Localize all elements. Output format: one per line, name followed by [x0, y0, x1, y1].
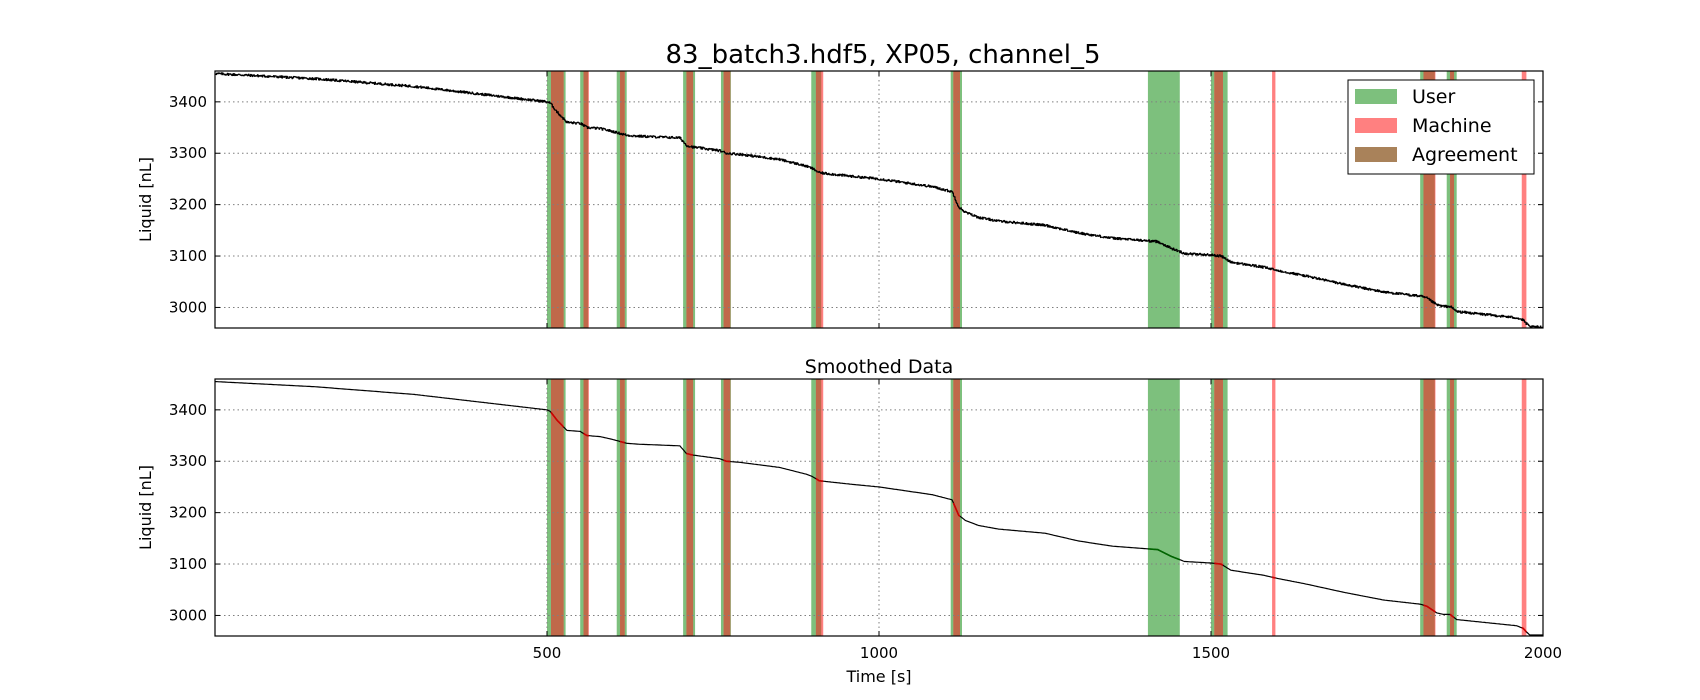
agreement-region	[723, 71, 731, 328]
machine-segment	[619, 440, 625, 444]
agreement-region	[815, 379, 822, 636]
axes-frame	[214, 378, 1544, 637]
agreement-region	[620, 71, 625, 328]
y-tick-label: 3000	[169, 606, 207, 624]
agreement-region	[723, 379, 731, 636]
machine-region	[1272, 379, 1276, 636]
y-tick-label: 3300	[169, 144, 207, 162]
machine-segment	[1214, 562, 1224, 566]
data-line	[215, 381, 1543, 636]
agreement-region	[550, 71, 564, 328]
agreement-region	[953, 71, 961, 328]
machine-segment	[815, 478, 824, 482]
agreement-region	[1423, 379, 1435, 636]
machine-region	[1521, 379, 1527, 636]
machine-segment	[1423, 604, 1436, 613]
machine-region	[1521, 71, 1527, 328]
legend-swatch-agreement	[1355, 147, 1397, 162]
machine-segment	[1271, 576, 1276, 579]
plot-area	[215, 379, 1543, 636]
agreement-region	[815, 71, 822, 328]
x-tick-label: 500	[533, 644, 562, 662]
machine-segment	[583, 432, 589, 437]
agreement-region	[1214, 71, 1223, 328]
y-axis-label: Liquid [nL]	[136, 465, 155, 550]
user-segment	[1147, 548, 1181, 561]
y-tick-label: 3400	[169, 401, 207, 419]
panel-2: 3000 3100 3200 3300 3400 500 1000 1500 2000 Liqui…	[136, 356, 1562, 686]
data-line	[215, 72, 1543, 328]
machine-segment	[550, 411, 565, 428]
machine-region	[1272, 71, 1276, 328]
y-tick-label: 3100	[169, 247, 207, 265]
user-region	[1147, 71, 1180, 328]
agreement-region	[620, 379, 625, 636]
x-tick-label: 1000	[860, 644, 898, 662]
agreement-region	[686, 379, 694, 636]
y-tick-label: 3400	[169, 93, 207, 111]
figure-title: 83_batch3.hdf5, XP05, channel_5	[665, 40, 1100, 70]
machine-segment	[1521, 627, 1527, 633]
machine-segment	[723, 459, 731, 463]
y-tick-label: 3100	[169, 555, 207, 573]
agreement-region	[1450, 379, 1455, 636]
legend-swatch-machine	[1355, 118, 1397, 133]
machine-segment	[686, 452, 694, 456]
agreement-region	[583, 379, 589, 636]
agreement-region	[953, 379, 961, 636]
agreement-region	[686, 71, 694, 328]
x-axis-label: Time [s]	[845, 667, 911, 686]
axes-frame	[214, 70, 1544, 329]
x-tick-label: 2000	[1524, 644, 1562, 662]
panel-1: 3000 3100 3200 3300 3400 Liquid [nL]	[136, 70, 1544, 329]
machine-segment	[1449, 613, 1455, 619]
agreement-region	[1214, 379, 1223, 636]
agreement-region	[583, 71, 589, 328]
agreement-region	[1450, 71, 1455, 328]
user-region	[1147, 379, 1180, 636]
y-axis-label: Liquid [nL]	[136, 157, 155, 242]
y-tick-label: 3200	[169, 196, 207, 214]
legend-swatch-user	[1355, 89, 1397, 104]
y-tick-label: 3200	[169, 504, 207, 522]
agreement-region	[550, 379, 564, 636]
legend-label-machine: Machine	[1412, 115, 1492, 137]
y-tick-label: 3300	[169, 452, 207, 470]
machine-segment	[952, 502, 961, 517]
subplot-title: Smoothed Data	[805, 356, 953, 378]
legend: User Machine Agreement	[1347, 79, 1535, 175]
plot-area	[215, 71, 1543, 328]
x-tick-label: 1500	[1192, 644, 1230, 662]
agreement-region	[1423, 71, 1435, 328]
legend-label-user: User	[1412, 86, 1455, 108]
y-tick-label: 3000	[169, 298, 207, 316]
legend-label-agreement: Agreement	[1412, 144, 1518, 166]
